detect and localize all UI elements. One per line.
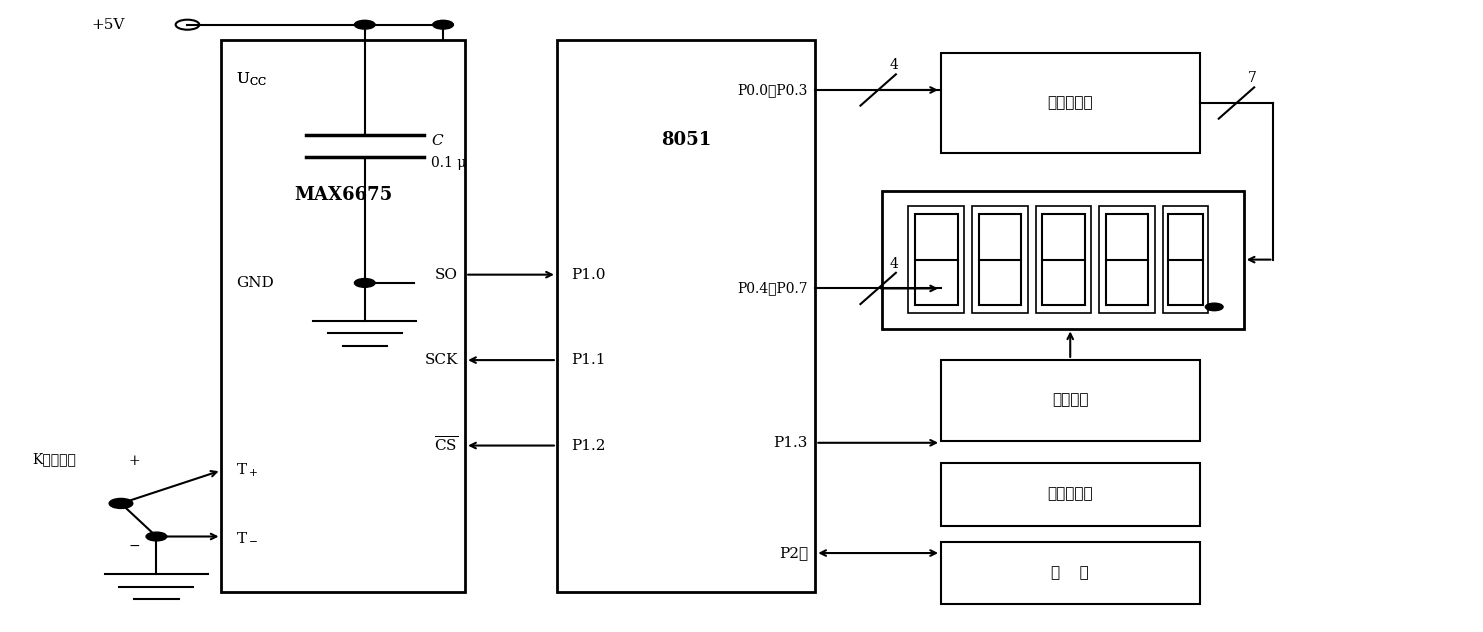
Text: 声光报警器: 声光报警器: [1047, 487, 1093, 502]
Text: 键    盘: 键 盘: [1051, 566, 1089, 580]
Text: −: −: [129, 539, 139, 553]
Text: P0.4～P0.7: P0.4～P0.7: [737, 281, 808, 295]
Bar: [971, 206, 1028, 313]
Bar: [1163, 206, 1209, 313]
Text: SO: SO: [435, 268, 458, 282]
Text: 位驱动器: 位驱动器: [1051, 394, 1089, 408]
Text: +: +: [129, 454, 139, 468]
Bar: [940, 53, 1200, 153]
Bar: [940, 463, 1200, 526]
Circle shape: [110, 499, 133, 508]
Circle shape: [147, 532, 166, 541]
Text: P1.1: P1.1: [571, 353, 607, 367]
Bar: [1099, 206, 1155, 313]
Text: P1.0: P1.0: [571, 268, 607, 282]
Circle shape: [354, 279, 375, 288]
Text: 7: 7: [1249, 71, 1258, 85]
Circle shape: [354, 20, 375, 29]
Circle shape: [1206, 303, 1223, 311]
Text: P1.3: P1.3: [774, 436, 808, 450]
Text: T$_+$: T$_+$: [236, 461, 258, 479]
Bar: [882, 191, 1244, 329]
Text: 0.1 μ: 0.1 μ: [432, 156, 467, 170]
Circle shape: [433, 20, 454, 29]
Bar: [221, 40, 466, 592]
Text: SCK: SCK: [424, 353, 458, 367]
Text: 4: 4: [890, 257, 899, 271]
Bar: [940, 542, 1200, 604]
Text: T$_-$: T$_-$: [236, 530, 258, 544]
Text: $\overline{\mathregular{CS}}$: $\overline{\mathregular{CS}}$: [433, 436, 458, 455]
Bar: [909, 206, 964, 313]
Text: K型热电偶: K型热电偶: [33, 453, 76, 466]
Text: 8051: 8051: [661, 131, 712, 149]
Text: 4: 4: [890, 58, 899, 73]
Text: U$_{\mathregular{CC}}$: U$_{\mathregular{CC}}$: [236, 70, 267, 88]
Bar: [940, 360, 1200, 441]
Bar: [556, 40, 816, 592]
Circle shape: [175, 20, 199, 30]
Text: +5V: +5V: [92, 18, 125, 32]
Text: P0.0～P0.3: P0.0～P0.3: [737, 83, 808, 97]
Text: MAX6675: MAX6675: [294, 186, 393, 204]
Text: C: C: [432, 134, 443, 149]
Text: P2口: P2口: [779, 546, 808, 560]
Text: 译码驱动器: 译码驱动器: [1047, 96, 1093, 110]
Text: P1.2: P1.2: [571, 439, 607, 453]
Text: U$_{\mathregular{CC}}$: U$_{\mathregular{CC}}$: [236, 70, 267, 88]
Text: GND: GND: [236, 276, 274, 290]
Bar: [1035, 206, 1091, 313]
